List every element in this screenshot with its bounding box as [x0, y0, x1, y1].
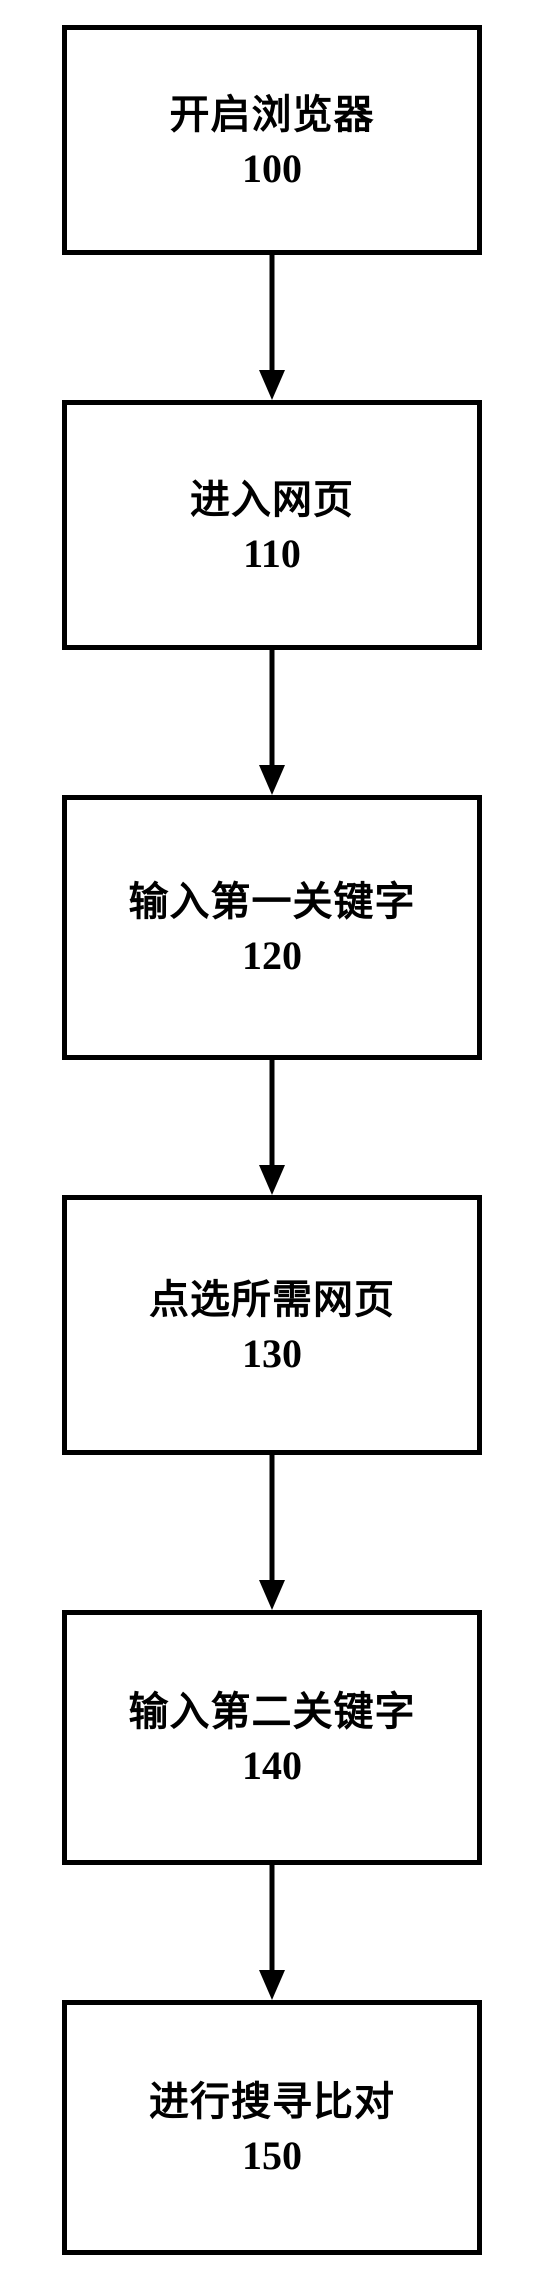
node-title: 输入第一关键字 [129, 876, 416, 928]
arrow-120-130 [257, 1060, 287, 1195]
node-150: 进行搜寻比对 150 [62, 2000, 482, 2255]
node-title: 输入第二关键字 [129, 1686, 416, 1738]
arrow-100-110 [257, 255, 287, 400]
arrow-110-120 [257, 650, 287, 795]
flowchart-canvas: 开启浏览器 100 进入网页 110 输入第一关键字 120 点选所需网页 13… [0, 0, 559, 2272]
node-140: 输入第二关键字 140 [62, 1610, 482, 1865]
node-number: 110 [243, 530, 301, 577]
node-100: 开启浏览器 100 [62, 25, 482, 255]
node-number: 120 [242, 932, 302, 979]
node-title: 进行搜寻比对 [149, 2076, 395, 2128]
node-title: 开启浏览器 [170, 89, 375, 141]
node-title: 进入网页 [190, 474, 354, 526]
arrow-140-150 [257, 1865, 287, 2000]
node-110: 进入网页 110 [62, 400, 482, 650]
node-130: 点选所需网页 130 [62, 1195, 482, 1455]
node-number: 100 [242, 145, 302, 192]
node-number: 150 [242, 2132, 302, 2179]
node-number: 140 [242, 1742, 302, 1789]
node-number: 130 [242, 1330, 302, 1377]
node-120: 输入第一关键字 120 [62, 795, 482, 1060]
arrow-130-140 [257, 1455, 287, 1610]
node-title: 点选所需网页 [149, 1274, 395, 1326]
